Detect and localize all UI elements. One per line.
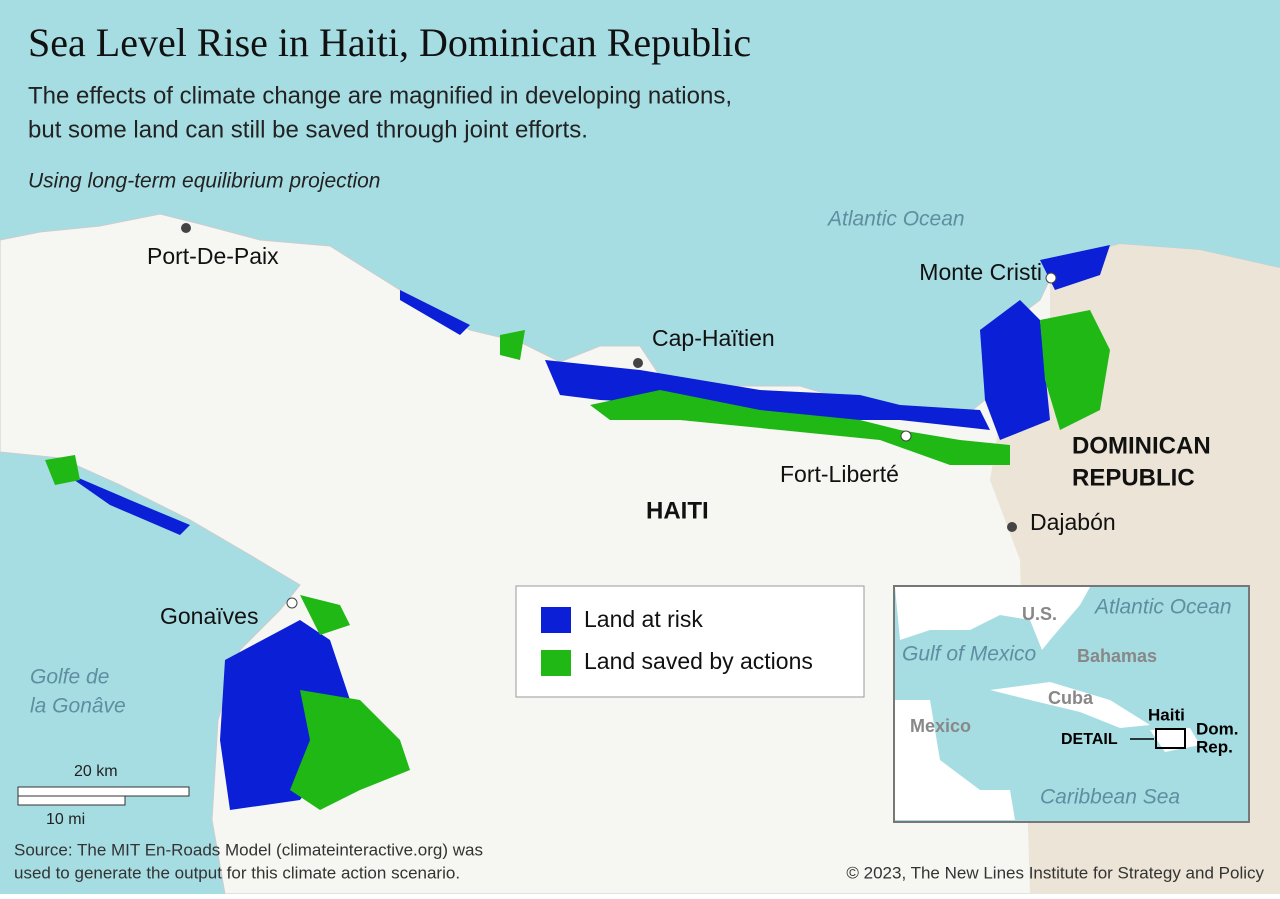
inset-label: Dom. (1196, 719, 1239, 738)
water-label: la Gonâve (30, 695, 126, 718)
legend-label: Land at risk (584, 606, 703, 632)
title: Sea Level Rise in Haiti, Dominican Repub… (28, 20, 751, 65)
place-label: Monte Cristi (919, 259, 1042, 285)
inset-label: U.S. (1022, 604, 1057, 624)
inset-label: Bahamas (1077, 646, 1157, 666)
inset-label: Atlantic Ocean (1093, 596, 1232, 619)
legend-swatch (541, 607, 571, 633)
place-label: Dajabón (1030, 509, 1116, 535)
source: Source: The MIT En-Roads Model (climatei… (14, 840, 483, 859)
water-label: Golfe de (30, 666, 109, 689)
water-label: Atlantic Ocean (826, 208, 965, 231)
scale-bar: 20 km 10 mi (17, 763, 190, 828)
place-label: Port-De-Paix (147, 243, 279, 269)
land-saved-areas (45, 310, 1110, 810)
country-label: HAITI (646, 497, 709, 524)
inset-map (893, 585, 1250, 823)
place-label: Fort-Liberté (780, 461, 899, 487)
scale-label: 10 mi (46, 811, 85, 828)
city-markers (181, 223, 1057, 609)
legend-swatch (541, 650, 571, 676)
country-label: REPUBLIC (1072, 464, 1195, 491)
credit: © 2023, The New Lines Institute for Stra… (846, 863, 1264, 882)
note: Using long-term equilibrium projection (28, 170, 381, 193)
inset-label: DETAIL (1061, 731, 1118, 748)
place-label: Cap-Haïtien (652, 325, 775, 351)
subtitle: but some land can still be saved through… (28, 116, 588, 143)
inset-label: Rep. (1196, 737, 1233, 756)
inset-label: Cuba (1048, 688, 1094, 708)
subtitle: The effects of climate change are magnif… (28, 82, 732, 109)
source: used to generate the output for this cli… (14, 863, 460, 882)
legend-label: Land saved by actions (584, 648, 813, 674)
legend: Land at risk Land saved by actions (515, 585, 865, 698)
inset-label: Caribbean Sea (1040, 786, 1180, 809)
inset-label: Gulf of Mexico (902, 643, 1037, 666)
place-label: Gonaïves (160, 603, 258, 629)
inset-label: Mexico (910, 716, 971, 736)
country-label: DOMINICAN (1072, 432, 1211, 459)
inset-label: Haiti (1148, 705, 1185, 724)
scale-label: 20 km (74, 763, 118, 780)
